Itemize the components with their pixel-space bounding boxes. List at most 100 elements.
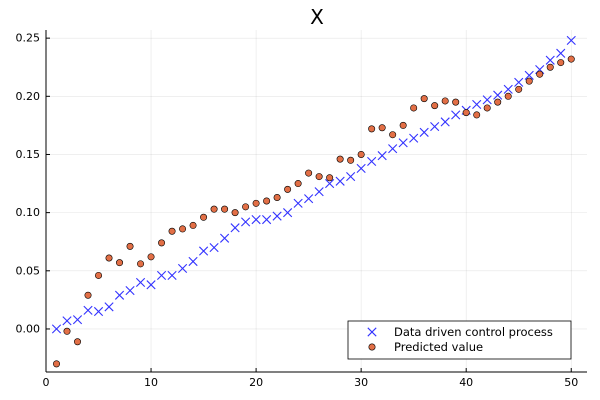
y-tick-label: 0.10 <box>16 206 41 219</box>
data-point-x <box>524 70 534 80</box>
data-point-x <box>241 217 251 227</box>
data-point-circle <box>210 205 218 213</box>
series-2 <box>53 55 575 368</box>
data-point-circle <box>95 271 103 279</box>
data-point-x <box>135 277 146 288</box>
data-point-x <box>325 178 335 189</box>
data-point-circle <box>284 185 292 193</box>
grid <box>45 30 587 372</box>
x-tick-label: 10 <box>144 376 158 389</box>
data-point-x <box>440 117 450 127</box>
data-point-circle <box>74 338 82 346</box>
data-point-x <box>219 233 230 243</box>
y-tick-label: 0.05 <box>16 264 41 277</box>
data-point-circle <box>126 242 134 250</box>
data-point-x <box>51 324 62 334</box>
data-point-circle <box>378 124 386 132</box>
data-point-circle <box>399 121 407 129</box>
data-series <box>51 35 576 368</box>
data-point-circle <box>305 169 313 177</box>
data-point-circle <box>326 174 334 182</box>
data-point-x <box>293 198 303 208</box>
data-point-x <box>146 280 156 290</box>
series-1 <box>51 35 576 334</box>
x-tick-label: 0 <box>43 376 50 389</box>
y-tick-label: 0.15 <box>16 148 41 161</box>
data-point-circle <box>452 98 460 106</box>
data-point-x <box>367 156 377 167</box>
data-point-x <box>283 208 293 218</box>
data-point-circle <box>483 104 491 112</box>
data-point-circle <box>189 221 197 229</box>
data-point-circle <box>221 205 229 213</box>
data-point-x <box>409 133 419 143</box>
data-point-x <box>188 256 198 267</box>
axes <box>45 30 587 373</box>
data-point-x <box>566 35 576 46</box>
data-point-circle <box>536 70 544 78</box>
data-point-circle <box>357 150 365 158</box>
data-point-circle <box>410 104 418 112</box>
data-point-x <box>156 270 167 281</box>
data-point-x <box>62 316 72 326</box>
data-point-x <box>430 121 440 132</box>
data-point-circle <box>105 254 113 262</box>
data-point-circle <box>63 327 71 335</box>
data-point-x <box>272 211 282 221</box>
data-point-circle <box>462 109 470 117</box>
data-point-x <box>262 215 272 225</box>
data-point-circle <box>294 180 302 188</box>
data-point-circle <box>147 253 155 261</box>
x-axis-ticks: 0 10 20 30 40 50 <box>43 368 578 389</box>
data-point-circle <box>315 173 323 181</box>
data-point-x <box>545 55 555 65</box>
legend-label: Predicted value <box>394 340 483 354</box>
x-tick-label: 50 <box>564 376 578 389</box>
data-point-x <box>125 285 135 296</box>
data-point-circle <box>158 239 166 247</box>
data-point-circle <box>441 97 449 105</box>
data-point-x <box>230 223 240 233</box>
data-point-x <box>304 194 314 204</box>
data-point-circle <box>389 131 397 139</box>
legend-marker-x <box>367 327 377 337</box>
y-tick-label: 0.00 <box>16 322 41 335</box>
y-tick-label: 0.20 <box>16 90 41 103</box>
data-point-circle <box>263 197 271 205</box>
data-point-circle <box>504 92 512 100</box>
chart-title: X <box>310 5 324 29</box>
data-point-circle <box>347 156 355 164</box>
data-point-x <box>356 163 366 174</box>
data-point-circle <box>525 77 533 85</box>
data-point-x <box>177 263 188 274</box>
data-point-circle <box>431 102 439 110</box>
data-point-x <box>472 99 482 110</box>
data-point-x <box>388 144 398 154</box>
data-point-x <box>377 151 387 161</box>
data-point-x <box>493 90 503 100</box>
data-point-circle <box>168 227 176 235</box>
data-point-circle <box>515 85 523 93</box>
x-tick-label: 30 <box>354 376 368 389</box>
data-point-x <box>335 176 345 186</box>
data-point-x <box>556 48 566 58</box>
data-point-circle <box>137 260 145 268</box>
x-tick-label: 20 <box>249 376 263 389</box>
y-axis-ticks: 0.00 0.05 0.10 0.15 0.20 0.25 <box>16 32 50 335</box>
data-point-circle <box>473 111 481 119</box>
data-point-x <box>114 290 125 300</box>
legend-label: Data driven control process <box>394 325 553 339</box>
data-point-circle <box>242 203 250 211</box>
data-point-x <box>314 187 324 197</box>
data-point-circle <box>567 55 575 63</box>
data-point-circle <box>84 291 92 299</box>
data-point-x <box>198 246 209 256</box>
data-point-x <box>503 84 513 94</box>
data-point-x <box>209 242 219 253</box>
x-tick-label: 40 <box>459 376 473 389</box>
data-point-circle <box>200 213 208 221</box>
data-point-x <box>514 77 524 87</box>
data-point-x <box>167 270 177 281</box>
data-point-circle <box>494 98 502 106</box>
